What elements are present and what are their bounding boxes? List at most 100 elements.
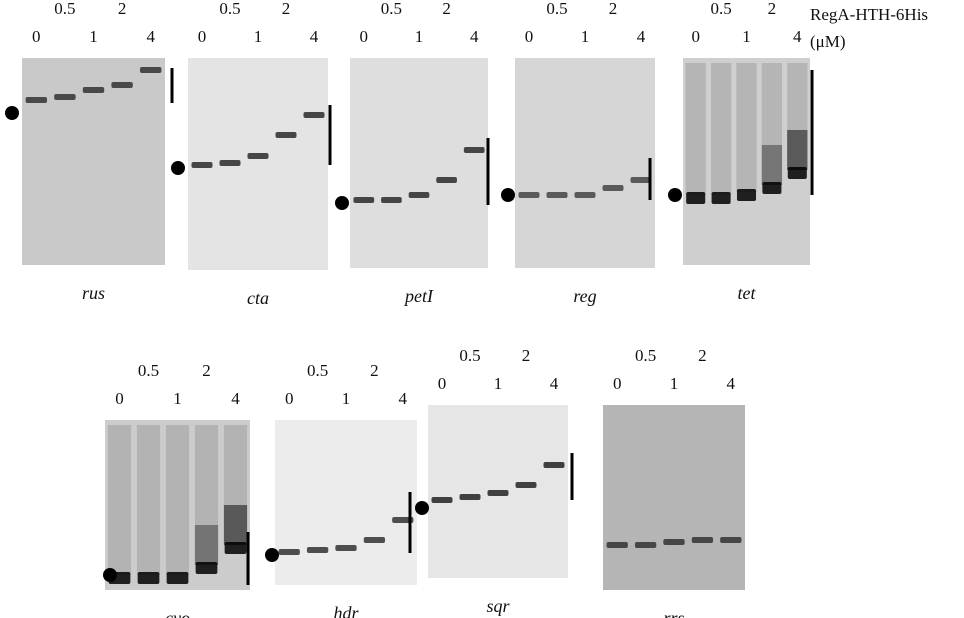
band: [787, 167, 807, 179]
band: [166, 572, 189, 584]
lane-label: 0.5: [307, 361, 328, 380]
lane-label: 0.5: [381, 0, 402, 18]
lane-label: 4: [310, 27, 319, 46]
lane-label: 0: [525, 27, 534, 46]
lane-label: 0.5: [138, 361, 159, 380]
band: [663, 539, 685, 545]
lane-label: 2: [118, 0, 127, 18]
lane-smear: [107, 425, 132, 575]
lane-label: 0.5: [219, 0, 240, 18]
lane-label: 0.5: [635, 346, 656, 365]
lane-smear: [761, 63, 783, 185]
band: [459, 494, 481, 500]
band: [606, 542, 628, 548]
free-probe-dot: [501, 188, 515, 202]
lane-label: 0: [613, 374, 622, 393]
gel-panel: 0 0.5 1 2 4 rus: [5, 0, 174, 303]
lane-label: 1: [415, 27, 424, 46]
free-probe-dot: [171, 161, 185, 175]
band: [408, 192, 430, 198]
band: [762, 182, 782, 194]
band: [139, 67, 162, 73]
lane-label: 0.5: [459, 346, 480, 365]
band: [381, 197, 402, 203]
lane-label: 2: [768, 0, 777, 18]
lane-label: 1: [342, 389, 351, 408]
gel-panel: 0 0.5 12 4 petI: [335, 0, 490, 306]
band: [224, 542, 247, 554]
lane-label: 0: [691, 27, 700, 46]
lane-label: 2: [522, 346, 531, 365]
lane-label: 4: [470, 27, 479, 46]
lane-label: 0.5: [546, 0, 567, 18]
lane-smear: [136, 425, 161, 575]
band: [463, 147, 485, 153]
free-probe-dot: [668, 188, 682, 202]
gel-panel: 0 0.5 124 sqr: [415, 346, 574, 616]
band: [543, 462, 565, 468]
band: [303, 112, 325, 118]
gel: [603, 405, 745, 590]
protein-label: RegA-HTH-6His: [810, 5, 928, 24]
lane-label: 0: [360, 27, 369, 46]
band: [25, 97, 48, 103]
band: [392, 517, 414, 523]
lane-label: 4: [231, 389, 240, 408]
gene-label: rrs: [663, 608, 684, 618]
gel: [275, 420, 417, 585]
band: [686, 192, 706, 204]
band: [335, 545, 357, 551]
free-probe-dot: [335, 196, 349, 210]
band-smear: [787, 130, 808, 170]
band: [487, 490, 509, 496]
lane-label: 0.5: [710, 0, 731, 18]
band: [602, 185, 624, 191]
gel-panel: 0 0.5 1 2 4 reg: [501, 0, 655, 306]
lane-label: 1: [173, 389, 182, 408]
band: [574, 192, 596, 198]
band: [691, 537, 714, 543]
band: [278, 549, 300, 555]
lane-label: 0: [32, 27, 41, 46]
gene-label: tet: [738, 283, 757, 303]
gel-panel: 0 0.5 1 2 4 cta: [171, 0, 332, 308]
gene-label: cta: [247, 288, 269, 308]
gel-panel: 0 0.5 124 tet: [668, 0, 814, 303]
band: [137, 572, 160, 584]
gel: [350, 58, 488, 268]
lane-label: 4: [550, 374, 559, 393]
lane-label: 4: [146, 27, 155, 46]
band: [436, 177, 457, 183]
band: [630, 177, 652, 183]
lane-label: 4: [793, 27, 802, 46]
gene-label: rus: [82, 283, 105, 303]
band: [720, 537, 742, 543]
band: [247, 153, 269, 159]
lane-label: 2: [609, 0, 618, 18]
gel-panel: 0 0.5 1 2 4 cyo: [103, 361, 250, 618]
band: [219, 160, 241, 166]
lane-label: 1: [254, 27, 263, 46]
gene-label: hdr: [333, 603, 359, 618]
band: [82, 87, 105, 93]
band: [634, 542, 657, 548]
band: [711, 192, 731, 204]
free-probe-dot: [5, 106, 19, 120]
lane-label: 4: [727, 374, 736, 393]
lane-smear: [685, 63, 706, 195]
free-probe-dot: [265, 548, 279, 562]
band: [191, 162, 213, 168]
band: [363, 537, 386, 543]
band: [736, 189, 757, 201]
unit-label: (μM): [810, 32, 846, 51]
lane-smear: [194, 425, 219, 565]
gene-label: reg: [573, 286, 596, 306]
lane-label: 2: [282, 0, 291, 18]
lane-label: 2: [442, 0, 451, 18]
lane-label: 1: [581, 27, 590, 46]
gene-label: cyo: [165, 608, 190, 618]
lane-smear: [736, 63, 757, 192]
lane-label: 0: [285, 389, 294, 408]
band-smear: [761, 145, 783, 185]
